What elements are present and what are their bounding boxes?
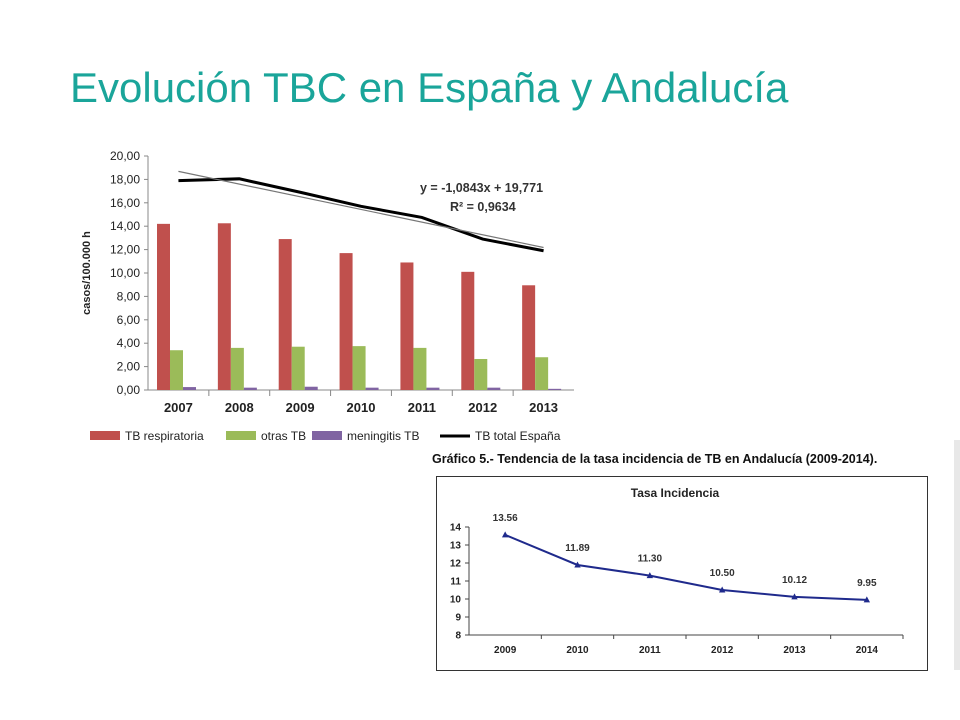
y-tick-label: 4,00 [117,336,141,350]
x-tick-label: 2009 [286,400,315,415]
data-point [863,596,871,603]
x-tick-label: 2014 [856,645,879,656]
x-tick-label: 2007 [164,400,193,415]
data-label: 10.12 [782,575,807,586]
y-tick-label: 14,00 [110,219,140,233]
x-tick-label: 2012 [711,645,734,656]
trendline-r2: R² = 0,9634 [450,200,516,214]
spain-tb-chart: 0,00 2,00 4,00 6,00 8,00 10,00 12,00 14,00 16,00… [81,149,574,443]
bar-otras-tb [413,347,427,390]
y-tick-label: 16,00 [110,196,140,210]
y-tick-label: 6,00 [117,313,141,327]
x-tick-label: 2013 [783,645,806,656]
x-tick-label: 2010 [566,645,589,656]
data-point [574,561,581,568]
y-tick-label: 2,00 [117,360,141,374]
trendline [178,170,544,249]
bar-tb-respiratoria [339,253,353,390]
bar-tb-respiratoria [217,223,231,390]
andalucia-chart-caption: Gráfico 5.- Tendencia de la tasa inciden… [432,452,878,466]
data-label: 10.50 [710,568,735,579]
legend-label: TB total España [475,429,561,443]
bar-meningitis-tb [548,388,562,390]
legend-swatch [90,431,120,440]
y-tick-label: 20,00 [110,149,140,163]
bar-meningitis-tb [243,387,257,390]
y-tick-label: 11 [450,577,461,588]
bar-meningitis-tb [426,387,440,390]
bar-tb-respiratoria [400,262,414,390]
x-tick-label: 2012 [468,400,497,415]
data-label: 9.95 [857,578,877,589]
bar-meningitis-tb [487,387,501,390]
data-label: 11.89 [565,543,590,554]
line-tb-total-espana [178,177,544,253]
x-tick-label: 2011 [408,400,436,415]
slide-edge-divider [954,440,960,670]
bar-meningitis-tb [304,386,318,390]
y-tick-label: 12 [450,559,462,570]
legend-swatch [312,431,342,440]
data-point [646,572,654,579]
bar-otras-tb [291,346,305,390]
bar-otras-tb [230,347,244,390]
bar-tb-respiratoria [278,239,292,390]
y-tick-label: 0,00 [117,383,141,397]
andalucia-chart-frame: Tasa Incidencia 8 9 10 11 12 13 14 2009 2010 2011 2… [436,476,928,671]
bar-otras-tb [170,350,183,390]
bar-tb-respiratoria [461,271,475,390]
trendline-equation: y = -1,0843x + 19,771 [420,181,543,195]
bar-meningitis-tb [183,387,196,390]
chart-title: Tasa Incidencia [631,486,720,500]
y-tick-label: 9 [455,613,461,624]
y-tick-label: 8,00 [117,289,141,303]
bar-tb-respiratoria [522,285,536,390]
legend-label: otras TB [261,429,306,443]
x-tick-label: 2013 [529,400,558,415]
line-tasa-incidencia [504,533,867,601]
data-label: 13.56 [493,513,518,524]
y-tick-label: 8 [455,631,461,642]
legend-swatch [226,431,256,440]
x-tick-label: 2009 [494,645,517,656]
data-label: 11.30 [638,554,663,565]
bar-otras-tb [474,358,488,390]
legend-label: meningitis TB [347,429,419,443]
bar-meningitis-tb [365,387,379,390]
y-tick-label: 13 [450,541,462,552]
y-tick-label: 12,00 [110,243,140,257]
y-tick-label: 14 [450,523,462,534]
bar-otras-tb [535,357,549,390]
x-tick-label: 2010 [347,400,376,415]
slide-title: Evolución TBC en España y Andalucía [70,64,789,111]
y-tick-label: 18,00 [110,172,140,186]
x-tick-label: 2008 [225,400,254,415]
x-tick-label: 2011 [639,645,661,656]
y-tick-label: 10,00 [110,266,140,280]
legend-label: TB respiratoria [125,429,204,443]
data-point [501,531,509,538]
andalucia-tb-chart: Tasa Incidencia 8 9 10 11 12 13 14 2009 2010 2011 2… [450,486,904,656]
y-axis-label: casos/100.000 h [81,231,93,315]
bar-otras-tb [352,346,366,390]
bar-tb-respiratoria [157,223,170,390]
data-point [718,586,726,593]
data-point [791,593,798,600]
y-tick-label: 10 [450,595,462,606]
